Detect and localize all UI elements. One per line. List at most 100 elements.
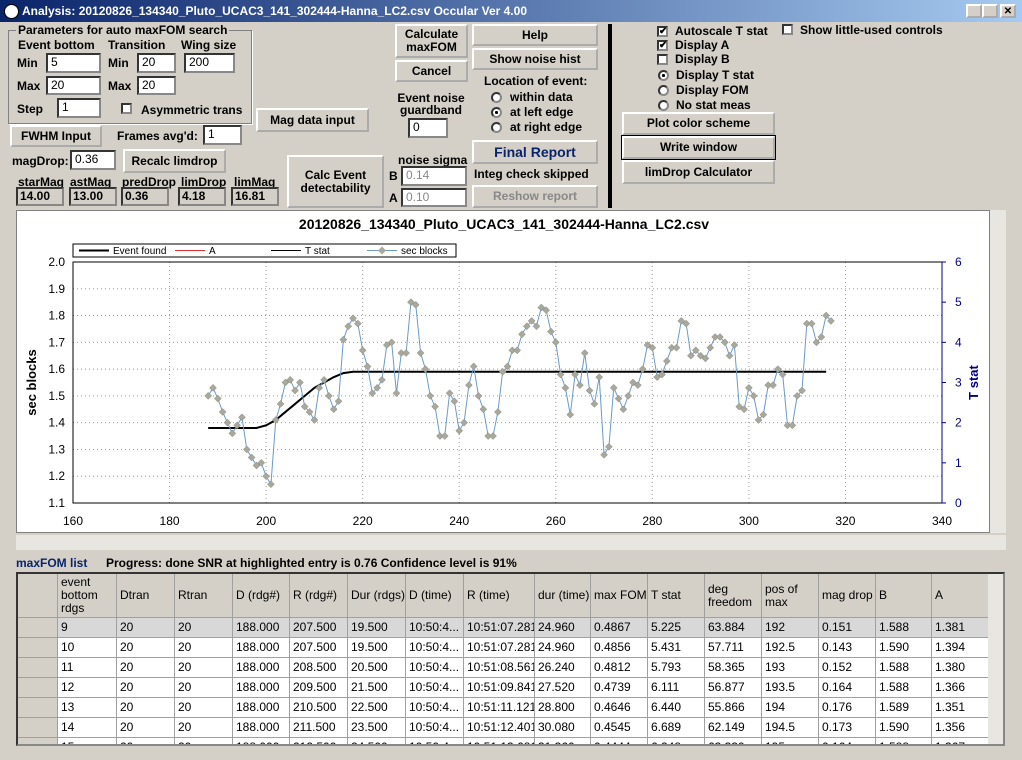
button[interactable]: limDrop Calculator — [622, 160, 775, 184]
table-cell[interactable]: 10:50:4... — [406, 738, 464, 744]
button[interactable]: Help — [472, 24, 598, 46]
table-cell[interactable]: 1.351 — [932, 698, 989, 718]
button[interactable]: Recalc limdrop — [123, 149, 226, 173]
minimize-button[interactable] — [966, 4, 982, 18]
table-cell[interactable]: 192.5 — [762, 638, 819, 658]
table-cell[interactable]: 10:50:4... — [406, 618, 464, 638]
table-cell[interactable]: 24.500 — [348, 738, 406, 744]
table-cell[interactable]: 0.4545 — [591, 718, 648, 738]
table-cell[interactable]: 20 — [117, 658, 175, 678]
table-cell[interactable]: 0.4867 — [591, 618, 648, 638]
table-cell[interactable]: 1.590 — [876, 638, 932, 658]
table-cell[interactable]: 193.5 — [762, 678, 819, 698]
text-input[interactable]: 20 — [46, 76, 101, 95]
table-cell[interactable]: 62.149 — [705, 718, 762, 738]
table-cell[interactable]: 188.000 — [233, 638, 290, 658]
table-cell[interactable]: 20 — [175, 718, 233, 738]
table-cell[interactable]: 194.5 — [762, 718, 819, 738]
table-cell[interactable]: 20 — [117, 718, 175, 738]
table-cell[interactable]: 192 — [762, 618, 819, 638]
table-cell[interactable]: 13 — [58, 698, 117, 718]
text-input[interactable]: 0.36 — [70, 150, 116, 170]
table-cell[interactable]: 10:51:07.281 — [464, 638, 535, 658]
table-cell[interactable]: 188.000 — [233, 698, 290, 718]
table-cell[interactable]: 207.500 — [290, 618, 348, 638]
button[interactable]: Calculate maxFOM — [395, 24, 468, 58]
table-cell[interactable]: 20 — [117, 698, 175, 718]
table-cell[interactable]: 0.173 — [819, 718, 876, 738]
table-cell[interactable]: 5.431 — [648, 638, 705, 658]
table-cell[interactable]: 6.440 — [648, 698, 705, 718]
table-cell[interactable]: 1.394 — [932, 638, 989, 658]
table-cell[interactable]: 9 — [58, 618, 117, 638]
table-cell[interactable]: 22.500 — [348, 698, 406, 718]
table-cell[interactable]: 210.500 — [290, 698, 348, 718]
table-cell[interactable]: 26.240 — [535, 658, 591, 678]
table-cell[interactable]: 1.381 — [932, 618, 989, 638]
table-cell[interactable]: 0.164 — [819, 738, 876, 744]
table-cell[interactable]: 10:51:07.281 — [464, 618, 535, 638]
checkbox[interactable] — [782, 24, 793, 35]
table-cell[interactable]: 1.356 — [932, 718, 989, 738]
table-cell[interactable]: 15 — [58, 738, 117, 744]
table-cell[interactable]: 58.365 — [705, 658, 762, 678]
table-cell[interactable]: 193 — [762, 658, 819, 678]
button[interactable]: Calc Event detectability — [287, 155, 384, 208]
table-cell[interactable]: 10:50:4... — [406, 718, 464, 738]
v-scrollbar[interactable] — [990, 210, 1006, 533]
h-scrollbar[interactable] — [16, 535, 1006, 550]
table-cell[interactable]: 55.866 — [705, 698, 762, 718]
checkbox[interactable]: ✔ — [657, 26, 668, 37]
text-input[interactable]: 5 — [46, 53, 101, 73]
button[interactable]: Plot color scheme — [622, 112, 775, 135]
table-cell[interactable]: 1.588 — [876, 738, 932, 744]
checkbox[interactable]: ✔ — [657, 40, 668, 51]
table-cell[interactable]: 207.500 — [290, 638, 348, 658]
table-cell[interactable]: 1.588 — [876, 678, 932, 698]
table-cell[interactable]: 10:50:4... — [406, 678, 464, 698]
button[interactable]: Write window — [621, 135, 776, 160]
table-cell[interactable]: 20 — [175, 618, 233, 638]
radio[interactable] — [658, 70, 669, 81]
close-button[interactable]: ✕ — [1000, 4, 1016, 18]
table-cell[interactable]: 20 — [117, 618, 175, 638]
text-input[interactable]: 0 — [408, 118, 448, 138]
table-cell[interactable]: 0.151 — [819, 618, 876, 638]
table-cell[interactable]: 0.143 — [819, 638, 876, 658]
text-input[interactable]: 200 — [184, 53, 235, 73]
radio[interactable] — [491, 92, 502, 103]
table-cell[interactable]: 57.711 — [705, 638, 762, 658]
table-cell[interactable]: 10:50:4... — [406, 658, 464, 678]
table-cell[interactable]: 10:51:12.401 — [464, 718, 535, 738]
table-cell[interactable]: 10 — [58, 638, 117, 658]
table-cell[interactable]: 5.225 — [648, 618, 705, 638]
button[interactable]: Mag data input — [256, 108, 369, 132]
text-input[interactable]: 1 — [57, 98, 101, 118]
table-cell[interactable]: 1.380 — [932, 658, 989, 678]
table-cell[interactable]: 20 — [117, 678, 175, 698]
table-cell[interactable]: 0.164 — [819, 678, 876, 698]
table-cell[interactable]: 211.500 — [290, 718, 348, 738]
table-cell[interactable]: 0.4444 — [591, 738, 648, 744]
button[interactable]: FWHM Input — [10, 125, 102, 147]
table-cell[interactable]: 20 — [175, 738, 233, 744]
text-input[interactable]: 1 — [203, 125, 242, 145]
table-cell[interactable]: 0.176 — [819, 698, 876, 718]
table-cell[interactable]: 5.793 — [648, 658, 705, 678]
table-cell[interactable]: 6.248 — [648, 738, 705, 744]
table-cell[interactable]: 20 — [175, 658, 233, 678]
button[interactable]: Final Report — [472, 140, 598, 164]
table-cell[interactable]: 10:50:4... — [406, 698, 464, 718]
table-cell[interactable]: 188.000 — [233, 678, 290, 698]
table-cell[interactable]: 12 — [58, 678, 117, 698]
table-cell[interactable]: 10:51:09.841 — [464, 678, 535, 698]
table-cell[interactable]: 14 — [58, 718, 117, 738]
table-cell[interactable]: 23.500 — [348, 718, 406, 738]
table-cell[interactable]: 20 — [175, 678, 233, 698]
table-cell[interactable]: 212.500 — [290, 738, 348, 744]
table-cell[interactable]: 20 — [117, 638, 175, 658]
table-cell[interactable]: 0.152 — [819, 658, 876, 678]
table-cell[interactable]: 11 — [58, 658, 117, 678]
table-cell[interactable]: 10:51:11.121 — [464, 698, 535, 718]
table-cell[interactable]: 1.366 — [932, 678, 989, 698]
